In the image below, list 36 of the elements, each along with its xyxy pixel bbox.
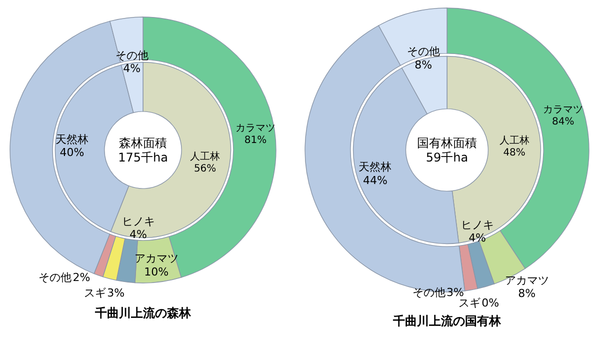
category-label: ヒノキ <box>122 214 155 228</box>
category-label: カラマツ <box>236 122 276 134</box>
text: 国有林面積 59千ha <box>417 136 477 164</box>
category-label: 人工林 <box>499 134 530 146</box>
data-label: 3% <box>446 286 464 299</box>
data-label: 3% <box>107 286 125 300</box>
data-label: 2% <box>72 271 90 284</box>
category-label: 人工林 <box>190 150 220 162</box>
category-label: その他 <box>406 45 440 58</box>
text: 千曲川上流の森林 <box>94 306 192 320</box>
text: 森林面積 175千ha <box>118 136 168 164</box>
category-label: スギ <box>458 296 481 310</box>
data-label: 44% <box>363 174 388 187</box>
data-label: 8% <box>518 287 536 300</box>
category-label: その他 <box>38 271 72 284</box>
category-label: 天然林 <box>358 160 392 174</box>
category-label: カラマツ <box>543 104 584 116</box>
data-label: 4% <box>130 228 147 242</box>
category-label: その他 <box>412 286 446 299</box>
data-label: 4% <box>468 232 486 245</box>
category-label: アカマツ <box>134 252 178 266</box>
data-label: 81% <box>244 134 267 146</box>
text: 千曲川上流の国有林 <box>392 314 502 328</box>
category-label: ヒノキ <box>460 218 494 232</box>
data-label: 84% <box>552 116 574 128</box>
data-label: 56% <box>194 163 216 174</box>
data-label: 0% <box>482 296 500 310</box>
data-label: 4% <box>123 62 141 76</box>
category-label: その他 <box>115 48 148 62</box>
data-label: 40% <box>60 146 84 159</box>
data-label: 10% <box>144 265 169 278</box>
data-label: 48% <box>503 147 526 158</box>
data-label: 8% <box>414 58 432 72</box>
category-label: アカマツ <box>504 274 549 287</box>
category-label: スギ <box>84 286 106 300</box>
category-label: 天然林 <box>55 132 88 146</box>
